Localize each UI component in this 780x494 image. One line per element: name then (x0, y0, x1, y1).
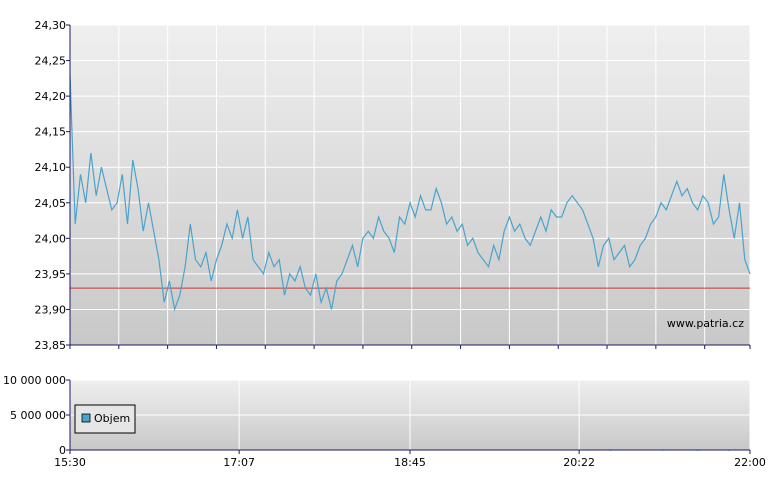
watermark: www.patria.cz (667, 317, 744, 330)
volume-y-tick-label: 0 (59, 444, 66, 457)
price-y-tick-label: 24,25 (35, 55, 67, 68)
price-series-line (69, 74, 751, 312)
price-y-tick-label: 23,90 (35, 303, 67, 316)
legend-label: Objem (94, 412, 130, 425)
price-y-tick-label: 23,95 (35, 268, 67, 281)
price-x-tick-marks (69, 345, 751, 349)
price-y-tick-label: 24,30 (35, 19, 67, 32)
price-y-tick-label: 24,05 (35, 197, 67, 210)
volume-x-tick-label: 17:07 (223, 456, 255, 469)
volume-x-ticks: 15:30 17:07 18:45 20:22 22:00 (54, 450, 766, 469)
price-panel: 24,30 24,25 24,20 24,15 24,10 24,05 24,00 23,95… (35, 19, 751, 352)
price-y-tick-label: 24,15 (35, 126, 67, 139)
legend-swatch (81, 413, 91, 423)
price-y-ticks: 24,30 24,25 24,20 24,15 24,10 24,05 24,00 23,95… (35, 19, 70, 352)
volume-x-tick-label: 20:22 (563, 456, 595, 469)
price-plot-area (70, 25, 750, 345)
price-y-tick-label: 23,85 (35, 339, 67, 352)
volume-panel: 10 000 000 5 000 000 0 15:30 17:07 18:45 20:2… (3, 374, 766, 469)
price-y-tick-label: 24,00 (35, 232, 67, 245)
volume-y-tick-label: 5 000 000 (10, 409, 66, 422)
volume-y-tick-label: 10 000 000 (3, 374, 66, 387)
volume-x-tick-label: 15:30 (54, 456, 86, 469)
volume-x-tick-label: 18:45 (394, 456, 426, 469)
legend-box (74, 404, 136, 434)
price-grid (69, 24, 751, 346)
price-y-tick-label: 24,20 (35, 90, 67, 103)
volume-y-ticks: 10 000 000 5 000 000 0 (3, 374, 70, 457)
legend: Objem (74, 404, 136, 434)
price-y-tick-label: 24,10 (35, 161, 67, 174)
volume-x-tick-label: 22:00 (734, 456, 766, 469)
